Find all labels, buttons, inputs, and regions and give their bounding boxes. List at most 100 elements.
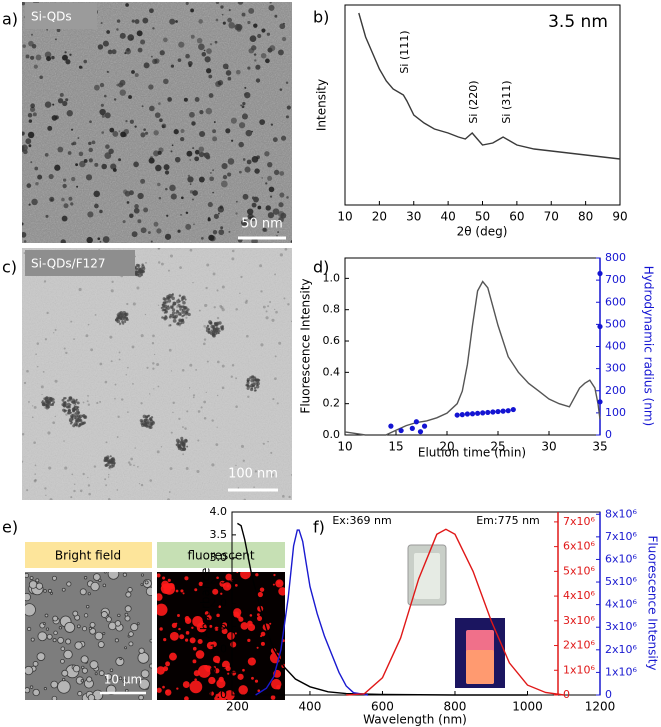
particle [215, 80, 222, 87]
particle [33, 441, 36, 444]
particle [207, 218, 211, 222]
particle [172, 316, 175, 319]
droplet [182, 681, 190, 688]
droplet [98, 670, 105, 676]
particle [119, 89, 126, 96]
particle [56, 28, 61, 33]
particle [30, 106, 36, 112]
droplet [149, 638, 152, 643]
particle [118, 351, 121, 354]
panel-label: f) [313, 518, 325, 537]
particle [152, 367, 155, 370]
particle [251, 202, 257, 208]
particle [147, 231, 151, 234]
particle [131, 231, 138, 238]
droplet [277, 580, 281, 584]
x-tick-label: 1000 [512, 700, 543, 714]
particle [237, 2, 244, 5]
particle [187, 176, 194, 183]
particle [189, 248, 193, 252]
particle [160, 446, 163, 448]
droplet [184, 616, 190, 622]
particle [187, 312, 191, 317]
particle [134, 204, 139, 209]
tag: Si-QDs [31, 10, 72, 24]
particle [75, 163, 79, 167]
particles [22, 2, 292, 243]
particle [240, 275, 243, 279]
particle [101, 114, 105, 118]
y-tick-label: 0 [605, 688, 612, 701]
particle [133, 161, 139, 168]
particle [130, 457, 134, 461]
particle [121, 398, 124, 401]
particle [63, 178, 67, 182]
particle [278, 202, 284, 208]
particle [149, 8, 154, 14]
droplet [256, 613, 260, 617]
particle [69, 53, 72, 56]
particle [129, 119, 134, 124]
particle [63, 347, 66, 350]
droplets [157, 572, 285, 700]
particle [173, 316, 177, 320]
droplet [167, 578, 171, 582]
y-tick-label: 200 [605, 384, 626, 397]
particle [71, 176, 76, 182]
particle [181, 368, 185, 372]
particle [185, 53, 190, 59]
x-tick-label: 1200 [585, 700, 616, 714]
particle [246, 334, 249, 338]
particle [221, 386, 225, 390]
droplet [240, 572, 251, 580]
particle [22, 44, 26, 48]
particle [94, 162, 99, 167]
particle [150, 422, 154, 426]
particle [269, 301, 272, 303]
particle [57, 98, 64, 104]
droplet [82, 626, 88, 632]
particle [157, 261, 161, 264]
particle [90, 348, 94, 352]
particle [268, 4, 275, 11]
particle [272, 137, 278, 143]
particle [282, 495, 285, 498]
y-tick-label: 800 [605, 251, 626, 264]
droplet [140, 583, 144, 587]
particle [153, 130, 159, 136]
particle [73, 483, 76, 486]
droplet [89, 660, 99, 670]
particle [219, 304, 223, 308]
particle [61, 398, 65, 402]
particle [203, 324, 206, 328]
particle [240, 104, 243, 107]
particle [91, 140, 96, 145]
particle [97, 237, 101, 241]
particle [100, 22, 103, 25]
particle [136, 30, 143, 37]
particle [139, 267, 143, 271]
particle [216, 426, 218, 428]
droplet [255, 573, 259, 577]
y-tick-label: 300 [605, 362, 626, 375]
x-axis-label: Wavelength (nm) [363, 713, 467, 727]
particle [150, 240, 153, 243]
particle [77, 419, 81, 423]
particle [134, 125, 137, 128]
droplet [88, 626, 92, 631]
droplet [105, 616, 112, 623]
particle [23, 240, 27, 243]
droplet [260, 641, 265, 646]
particle [218, 229, 225, 236]
particle [269, 195, 273, 198]
particle [140, 178, 146, 184]
particle [283, 297, 286, 300]
particle [74, 414, 78, 418]
droplet [32, 661, 39, 667]
particle [208, 74, 213, 79]
particle [216, 289, 219, 292]
particle [107, 497, 111, 500]
droplet [237, 673, 244, 680]
particle [42, 402, 45, 406]
particle [94, 203, 99, 209]
